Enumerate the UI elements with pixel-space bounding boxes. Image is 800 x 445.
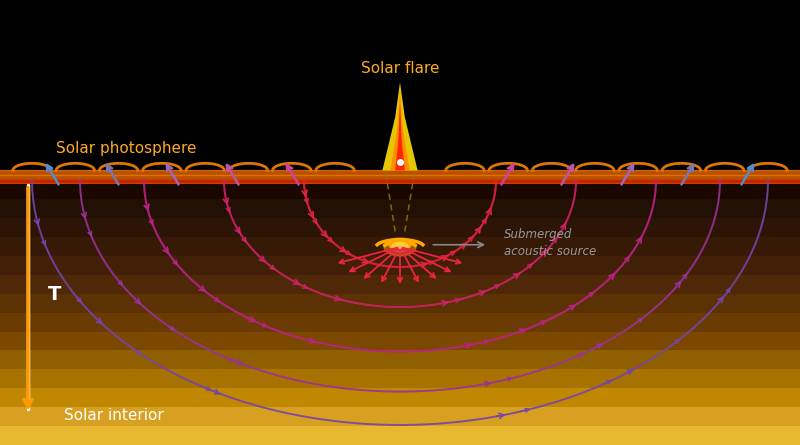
Text: T: T [48,285,62,304]
Polygon shape [382,82,418,170]
Bar [0,275,800,294]
Bar [0,294,800,312]
Text: Submerged
acoustic source: Submerged acoustic source [504,227,596,258]
Bar [0,180,800,199]
Bar [0,332,800,351]
Bar [0,351,800,369]
Circle shape [392,243,408,251]
Bar [0,426,800,445]
Text: Solar interior: Solar interior [64,408,164,423]
Polygon shape [390,91,410,170]
Bar [0,256,800,275]
Bar [0,199,800,218]
Bar [0,369,800,388]
Text: Solar photosphere: Solar photosphere [56,141,197,156]
Bar [0,170,800,184]
Circle shape [384,238,416,256]
Bar [0,388,800,407]
Text: Solar flare: Solar flare [361,61,439,76]
Polygon shape [395,100,405,170]
Bar [0,312,800,332]
Bar [0,407,800,426]
Bar [0,237,800,256]
Bar [0,218,800,237]
